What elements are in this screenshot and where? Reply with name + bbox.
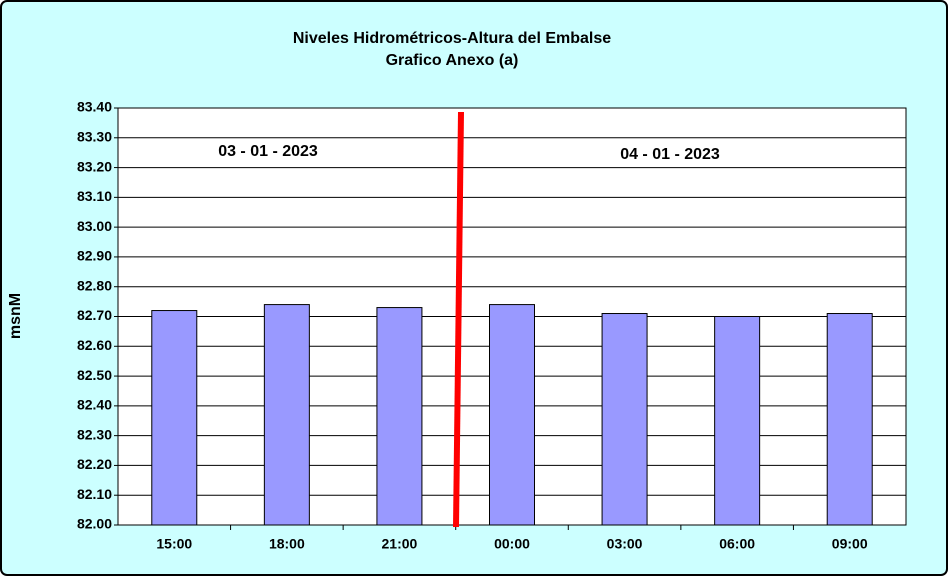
y-tick-label: 82.40 (77, 397, 112, 413)
y-tick-label: 82.00 (77, 516, 112, 532)
y-tick-label: 82.30 (77, 426, 112, 442)
chart-title: Niveles Hidrométricos-Altura del Embalse (293, 30, 611, 47)
bar (826, 313, 873, 526)
y-tick-label: 83.20 (77, 158, 112, 174)
date-annotation: 04 - 01 - 2023 (620, 146, 720, 163)
bar (714, 316, 761, 526)
x-tick-label: 03:00 (607, 536, 643, 552)
y-tick-label: 83.30 (77, 128, 112, 144)
y-tick-label: 82.90 (77, 248, 112, 264)
y-tick-label: 82.10 (77, 486, 112, 502)
y-tick-label: 82.50 (77, 367, 112, 383)
y-tick-label: 83.00 (77, 218, 112, 234)
bar (151, 310, 198, 526)
x-tick-label: 21:00 (382, 536, 418, 552)
x-tick-label: 06:00 (719, 536, 755, 552)
x-tick-label: 15:00 (156, 536, 192, 552)
y-tick-label: 83.10 (77, 188, 112, 204)
chart-subtitle: Grafico Anexo (a) (386, 52, 519, 69)
y-tick-label: 82.70 (77, 307, 112, 323)
y-tick-label: 82.60 (77, 337, 112, 353)
x-tick-label: 00:00 (494, 536, 530, 552)
x-tick-label: 09:00 (832, 536, 868, 552)
day-divider (453, 111, 464, 528)
bar (376, 307, 423, 526)
x-tick-label: 18:00 (269, 536, 305, 552)
bar (601, 313, 648, 526)
y-tick-label: 83.40 (77, 99, 112, 115)
bar (489, 304, 535, 526)
y-tick-label: 82.20 (77, 456, 112, 472)
bar (263, 304, 310, 526)
date-annotation: 03 - 01 - 2023 (218, 143, 318, 160)
y-tick-label: 82.80 (77, 277, 112, 293)
y-axis-label: msnM (7, 293, 24, 339)
